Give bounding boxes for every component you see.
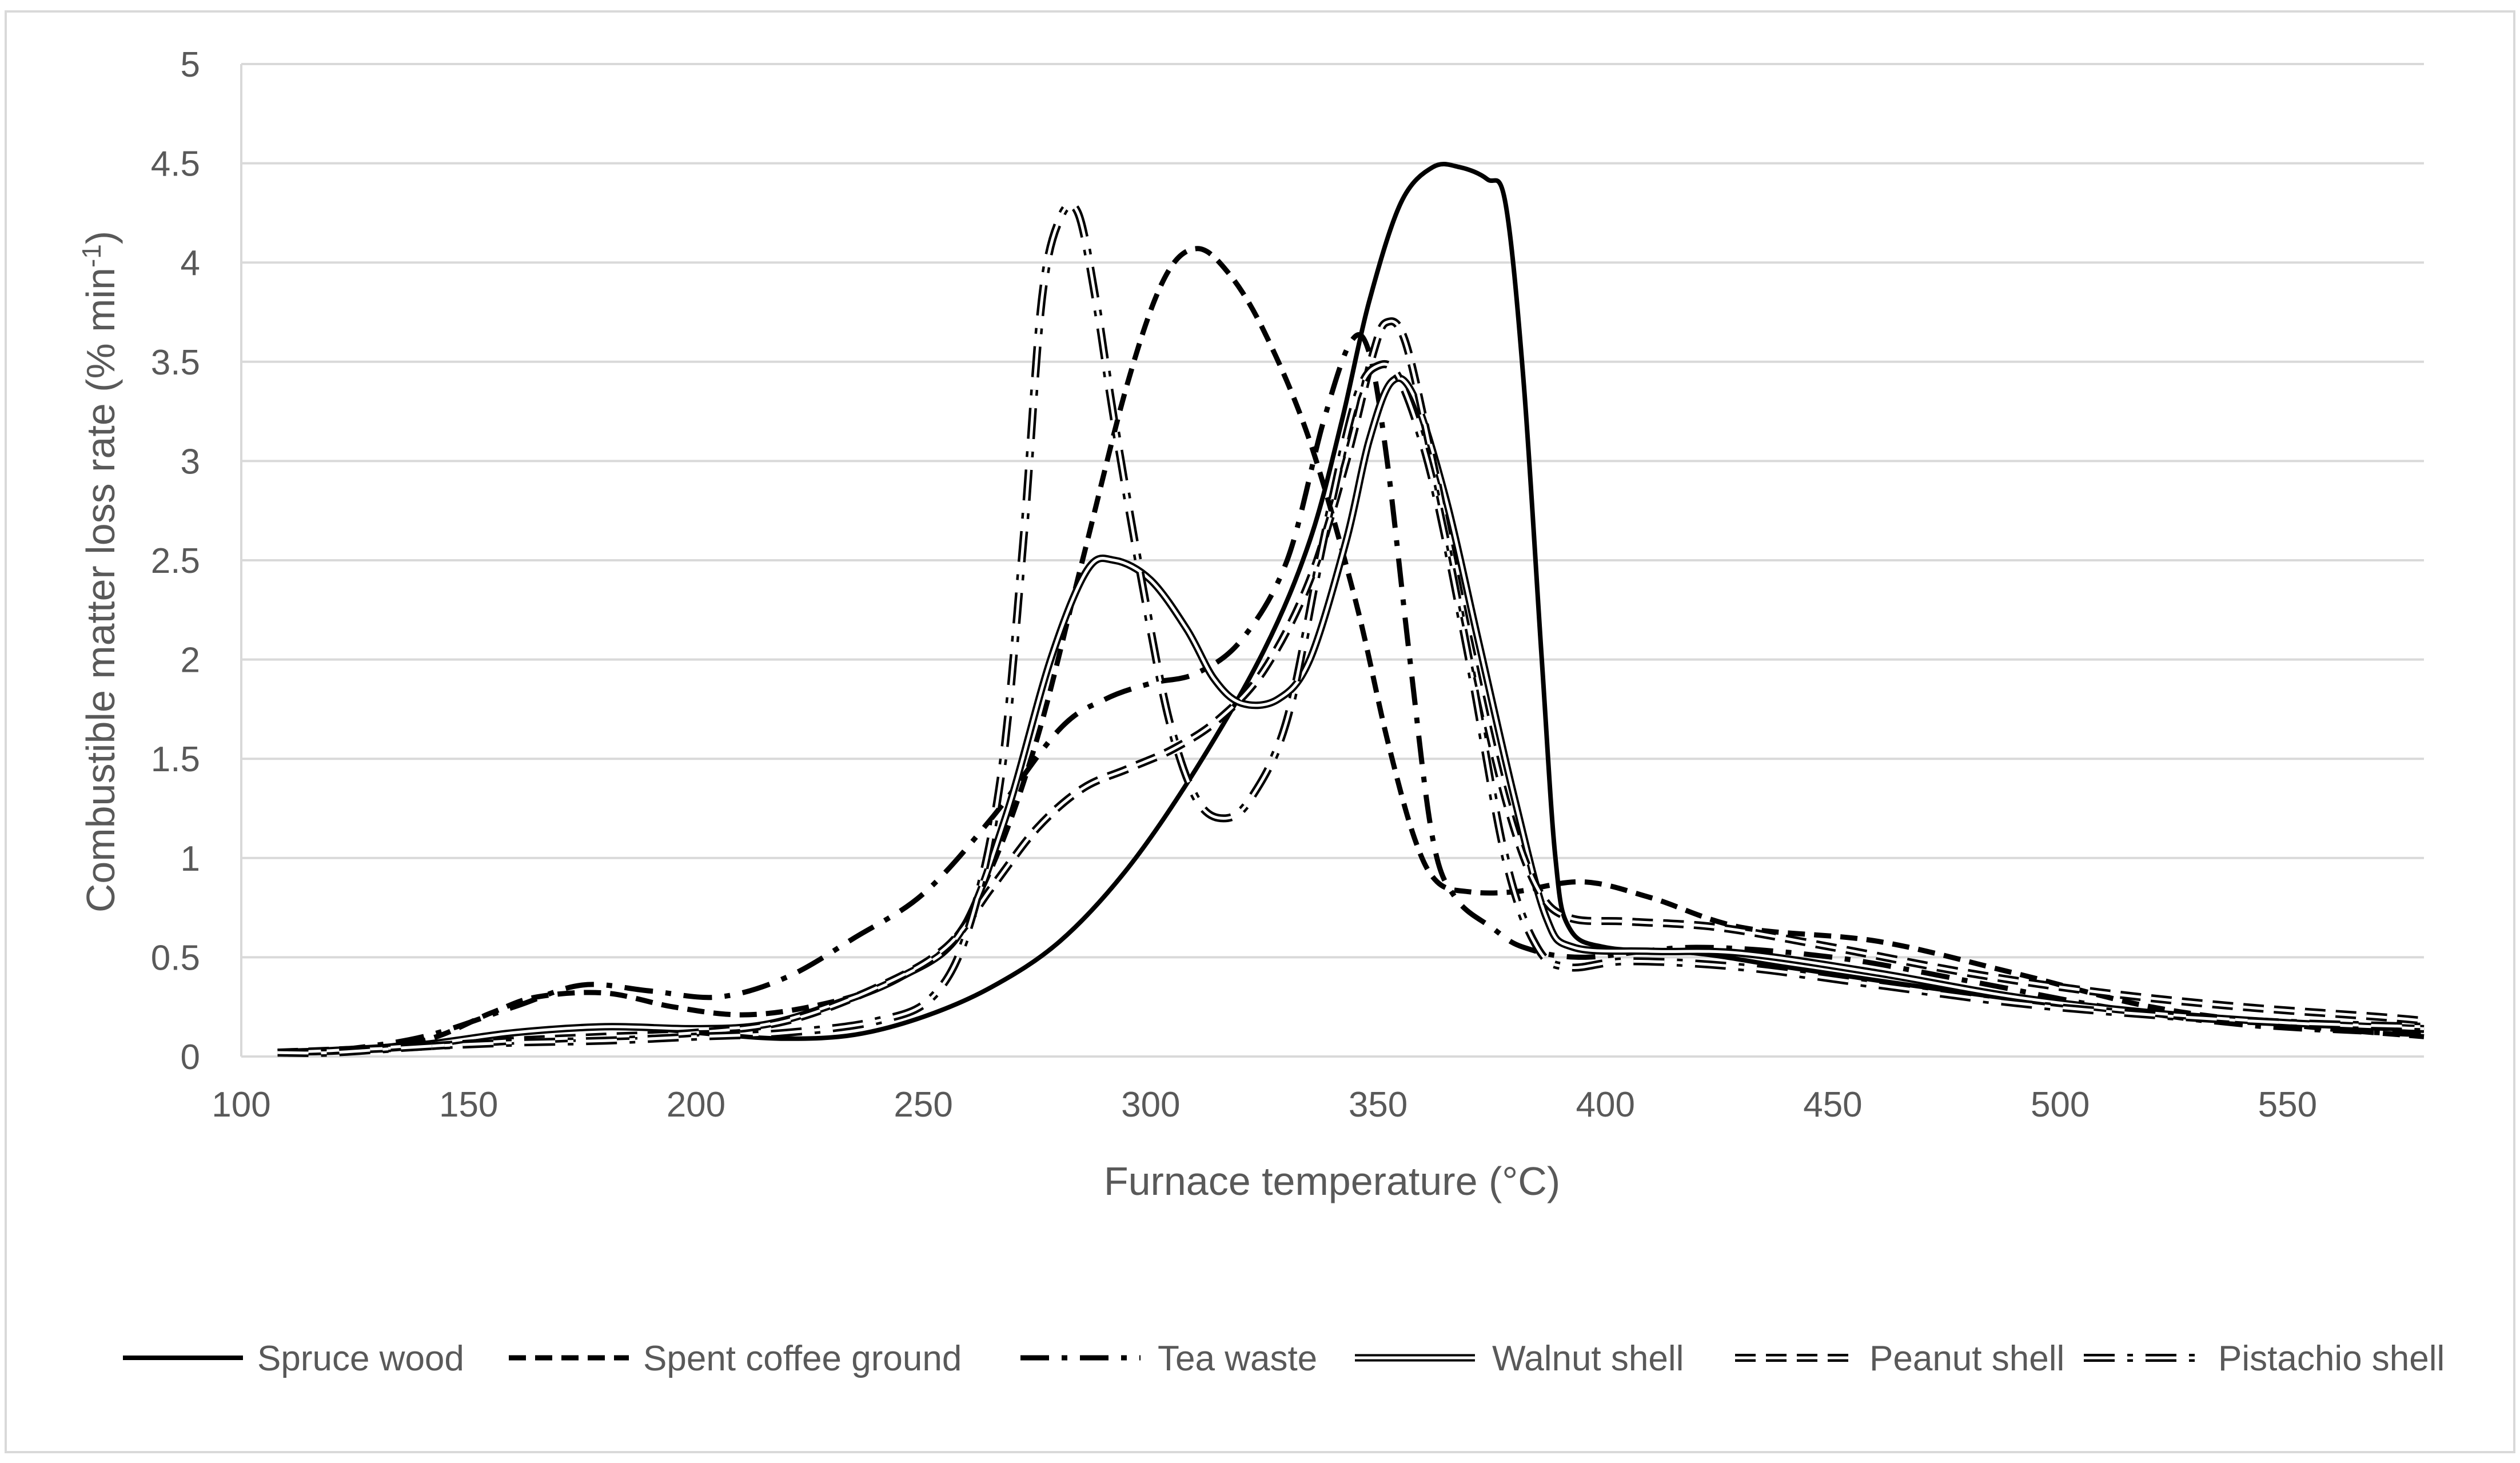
series-walnut-shell <box>277 374 2425 1057</box>
x-tick-label: 550 <box>2258 1085 2317 1125</box>
legend-label: Tea waste <box>1158 1339 1317 1378</box>
x-tick-label: 500 <box>2031 1085 2090 1125</box>
x-tick-label: 100 <box>212 1085 270 1125</box>
legend-label: Walnut shell <box>1492 1339 1684 1378</box>
x-tick-label: 150 <box>439 1085 498 1125</box>
y-tick-label: 1 <box>181 839 200 879</box>
legend-item-spent-coffee-ground: Spent coffee ground <box>509 1339 962 1378</box>
legend-label: Pistachio shell <box>2218 1339 2445 1378</box>
series-peanut-shell <box>277 317 2425 1057</box>
y-axis-label: Combustible matter loss rate (% min-1) <box>77 231 123 912</box>
y-tick-label: 4 <box>181 244 200 283</box>
series-line-tea-waste <box>277 332 2425 1055</box>
legend-item-peanut-shell: Peanut shell <box>1735 1339 2064 1378</box>
series-line-peanut-shell <box>277 320 2425 1054</box>
legend-label: Spruce wood <box>257 1339 464 1378</box>
x-tick-label: 350 <box>1349 1085 1407 1125</box>
x-tick-label: 400 <box>1576 1085 1635 1125</box>
legend-label: Peanut shell <box>1869 1339 2064 1378</box>
y-tick-label: 4.5 <box>151 145 200 184</box>
legend-item-pistachio-shell: Pistachio shell <box>2084 1339 2445 1378</box>
y-tick-label: 2.5 <box>151 541 200 581</box>
tick-labels: 0 0.5 1 1.5 2 2.5 3 3.5 4 4.5 5 100 150 200 250 300 350 4… <box>151 45 2317 1125</box>
series-line-walnut-shell <box>277 376 2425 1054</box>
y-tick-label: 1.5 <box>151 740 200 779</box>
x-tick-label: 250 <box>894 1085 952 1125</box>
series-spruce-wood <box>277 162 2425 1055</box>
x-tick-label: 200 <box>667 1085 725 1125</box>
legend-item-walnut-shell: Walnut shell <box>1355 1339 1684 1378</box>
y-tick-label: 0.5 <box>151 938 200 978</box>
legend-label: Spent coffee ground <box>643 1339 962 1378</box>
legend-item-tea-waste: Tea waste <box>1020 1339 1317 1378</box>
y-tick-label: 3.5 <box>151 343 200 382</box>
series-group <box>277 162 2425 1057</box>
x-tick-label: 450 <box>1803 1085 1862 1125</box>
axes <box>240 64 2424 1058</box>
chart-border <box>5 10 2515 1453</box>
legend-item-spruce-wood: Spruce wood <box>123 1339 464 1378</box>
y-tick-label: 3 <box>181 442 200 481</box>
series-spent-coffee-ground <box>277 246 2425 1055</box>
y-tick-label: 2 <box>181 641 200 680</box>
series-line-spruce-wood <box>277 162 2425 1055</box>
x-axis-label: Furnace temperature (°C) <box>1104 1159 1560 1203</box>
x-tick-label: 300 <box>1121 1085 1180 1125</box>
legend: Spruce wood Spent coffee ground Tea waste W… <box>123 1339 2445 1378</box>
y-tick-label: 5 <box>181 45 200 85</box>
y-tick-label: 0 <box>181 1038 200 1077</box>
series-line-spent-coffee-ground <box>277 246 2425 1055</box>
series-tea-waste <box>277 332 2425 1055</box>
